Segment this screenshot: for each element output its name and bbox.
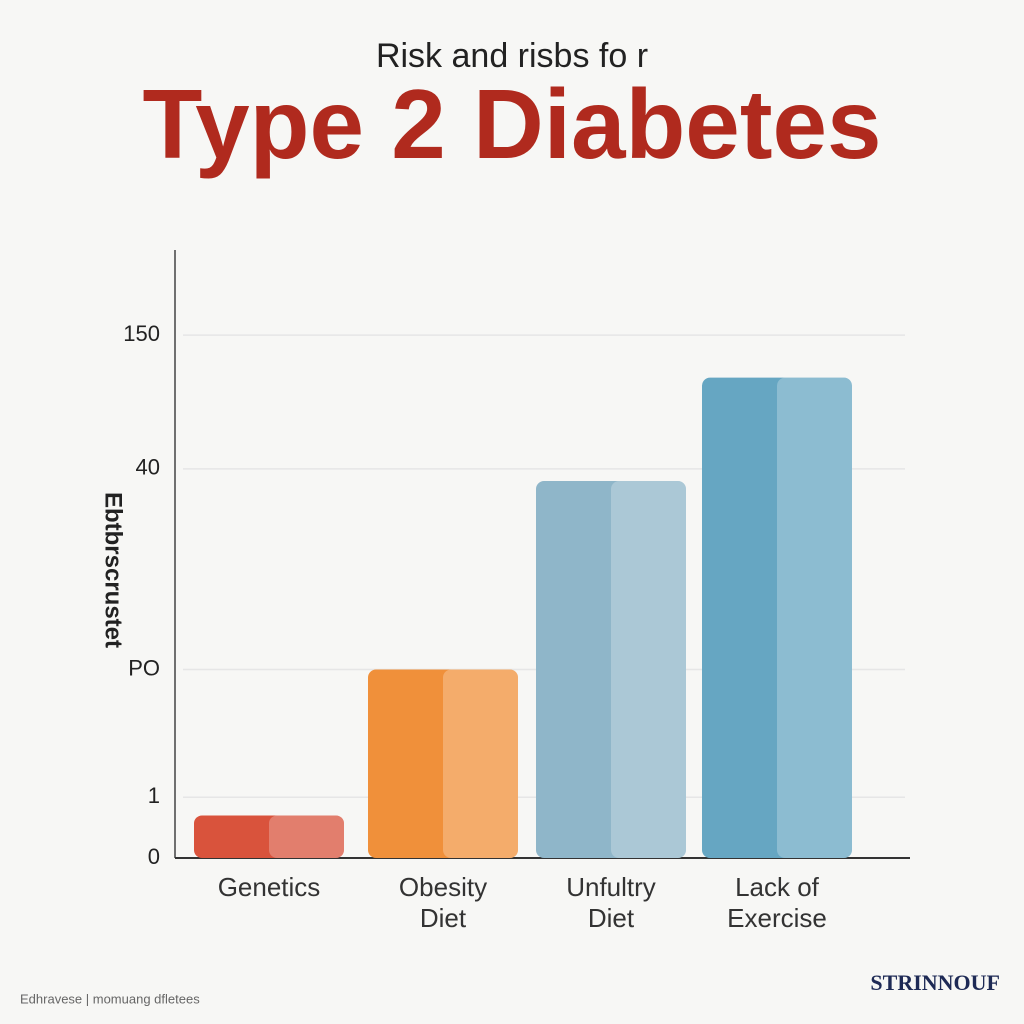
y-tick-label: 1 — [148, 783, 160, 808]
bar-highlight — [443, 669, 518, 858]
y-tick-label: PO — [128, 655, 160, 680]
chart-title: Type 2 Diabetes — [143, 69, 882, 179]
bar-highlight — [269, 815, 344, 858]
y-axis-label: Ebtbrscrustet — [100, 492, 127, 648]
x-tick-label: Genetics — [217, 872, 321, 902]
y-tick-label: 150 — [123, 321, 160, 346]
bar — [368, 669, 518, 858]
bar-highlight — [777, 377, 852, 858]
x-tick-label: Lack of Exercise — [727, 872, 827, 933]
bar — [194, 815, 344, 858]
chart-subtitle: Risk and risbs fo r — [376, 37, 648, 75]
x-tick-label: Unfultry Diet — [566, 872, 656, 933]
y-tick-label: 40 — [136, 455, 160, 480]
bar — [536, 481, 686, 858]
x-tick-label: Obesity Diet — [398, 872, 488, 933]
bar-highlight — [611, 481, 686, 858]
footer: Edhravese | momuang dfletees — [20, 991, 200, 1006]
logo: STRINNOUF — [870, 970, 1000, 995]
bar — [702, 377, 852, 858]
y-tick-label: 0 — [148, 844, 160, 869]
